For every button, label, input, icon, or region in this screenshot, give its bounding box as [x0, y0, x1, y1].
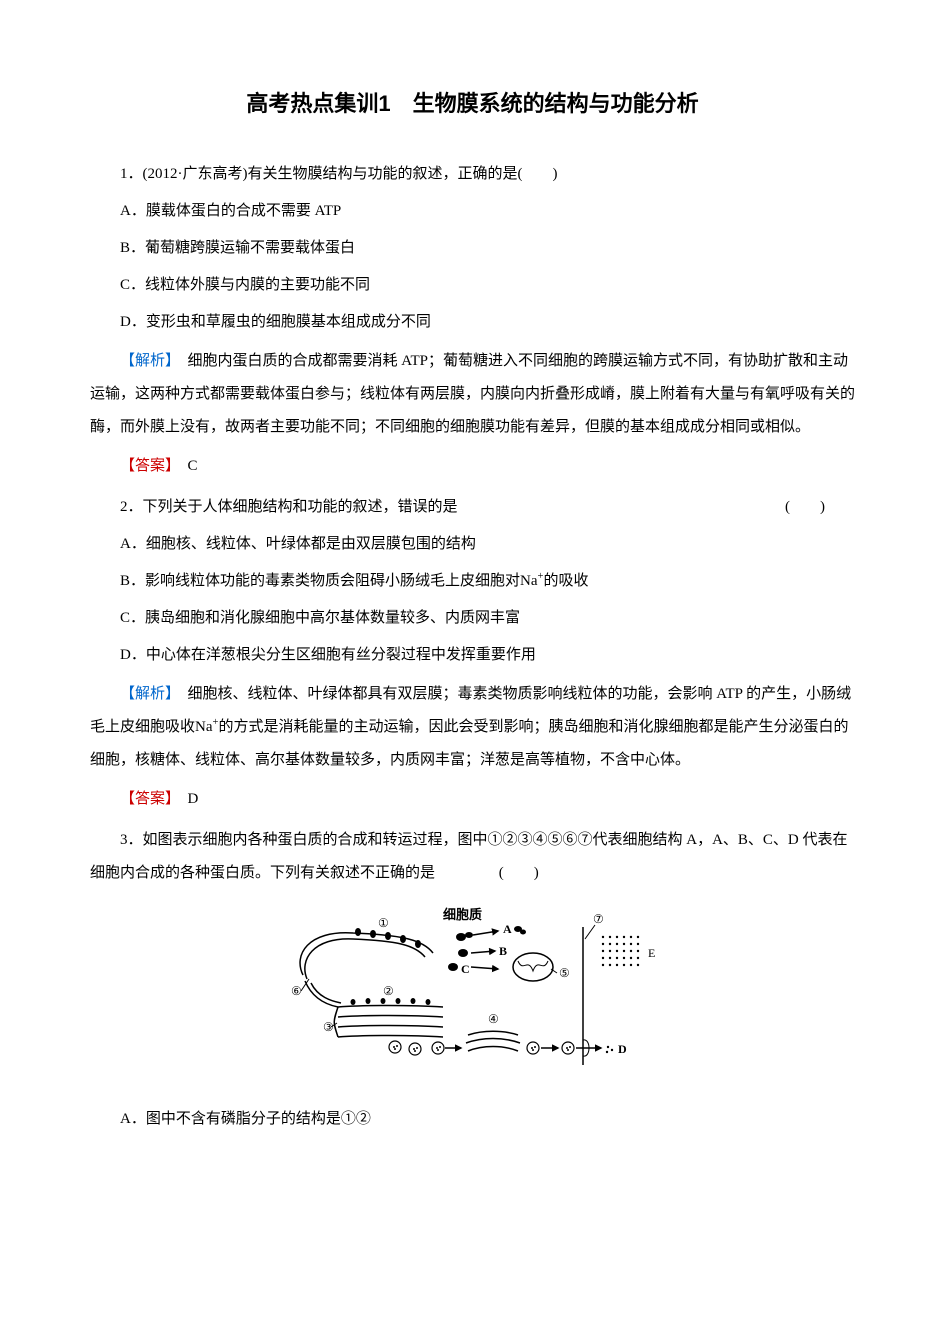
q3-paren: ( ): [469, 857, 539, 890]
q1-option-a: A．膜载体蛋白的合成不需要 ATP: [90, 195, 855, 228]
q1-stem: 1．(2012·广东高考)有关生物膜结构与功能的叙述，正确的是( ): [90, 158, 855, 191]
q2-option-c: C．胰岛细胞和消化腺细胞中高尔基体数量较多、内质网丰富: [90, 602, 855, 635]
q2-option-d: D．中心体在洋葱根尖分生区细胞有丝分裂过程中发挥重要作用: [90, 639, 855, 672]
q2-b-suffix: 的吸收: [543, 573, 588, 589]
svg-text:⑦: ⑦: [593, 912, 604, 926]
svg-text:细胞质: 细胞质: [443, 907, 482, 922]
svg-text:C: C: [461, 962, 470, 976]
q1-analysis: 【解析】 细胞内蛋白质的合成都需要消耗 ATP；葡萄糖进入不同细胞的跨膜运输方式…: [90, 345, 855, 444]
q2-option-b: B．影响线粒体功能的毒素类物质会阻碍小肠绒毛上皮细胞对Na+的吸收: [90, 565, 855, 598]
q1-option-c: C．线粒体外膜与内膜的主要功能不同: [90, 269, 855, 302]
cell-diagram-svg: 细胞质 ⑦ E ⑥ ① AB C ⑤ ② ③ ④ D: [283, 905, 663, 1075]
q2-stem-text: 2．下列关于人体细胞结构和功能的叙述，错误的是: [120, 499, 458, 515]
q2-answer-value: D: [188, 791, 199, 807]
q1-answer-value: C: [188, 458, 198, 474]
svg-text:D: D: [618, 1042, 627, 1056]
svg-text:⑥: ⑥: [291, 984, 302, 998]
q1-option-b: B．葡萄糖跨膜运输不需要载体蛋白: [90, 232, 855, 265]
q1-answer: 【答案】 C: [90, 450, 855, 483]
page-title: 高考热点集训1 生物膜系统的结构与功能分析: [90, 80, 855, 128]
q2-stem: 2．下列关于人体细胞结构和功能的叙述，错误的是 ( ): [90, 491, 855, 524]
answer-label: 【答案】: [120, 458, 173, 474]
analysis-label: 【解析】: [120, 353, 173, 369]
svg-text:②: ②: [383, 984, 394, 998]
q2-analysis: 【解析】 细胞核、线粒体、叶绿体都具有双层膜；毒素类物质影响线粒体的功能，会影响…: [90, 678, 855, 777]
svg-text:B: B: [499, 944, 507, 958]
svg-text:③: ③: [323, 1020, 334, 1034]
q2-analysis-formula: Na: [195, 719, 213, 735]
svg-text:④: ④: [488, 1012, 499, 1026]
q2-option-a: A．细胞核、线粒体、叶绿体都是由双层膜包围的结构: [90, 528, 855, 561]
svg-text:①: ①: [378, 916, 389, 930]
svg-text:A: A: [503, 922, 512, 936]
q2-b-formula: Na: [520, 573, 538, 589]
q2-answer: 【答案】 D: [90, 783, 855, 816]
q3-figure: 细胞质 ⑦ E ⑥ ① AB C ⑤ ② ③ ④ D: [90, 905, 855, 1088]
q1-analysis-text: 细胞内蛋白质的合成都需要消耗 ATP；葡萄糖进入不同细胞的跨膜运输方式不同，有协…: [90, 353, 855, 435]
q3-stem: 3．如图表示细胞内各种蛋白质的合成和转运过程，图中①②③④⑤⑥⑦代表细胞结构 A…: [90, 824, 855, 890]
q3-option-a: A．图中不含有磷脂分子的结构是①②: [90, 1103, 855, 1136]
q1-option-d: D．变形虫和草履虫的细胞膜基本组成成分不同: [90, 306, 855, 339]
svg-text:E: E: [648, 946, 655, 960]
answer-label: 【答案】: [120, 791, 173, 807]
analysis-label: 【解析】: [120, 686, 173, 702]
q2-paren: ( ): [755, 491, 855, 524]
svg-text:⑤: ⑤: [559, 966, 570, 980]
q2-b-prefix: B．影响线粒体功能的毒素类物质会阻碍小肠绒毛上皮细胞对: [120, 573, 520, 589]
